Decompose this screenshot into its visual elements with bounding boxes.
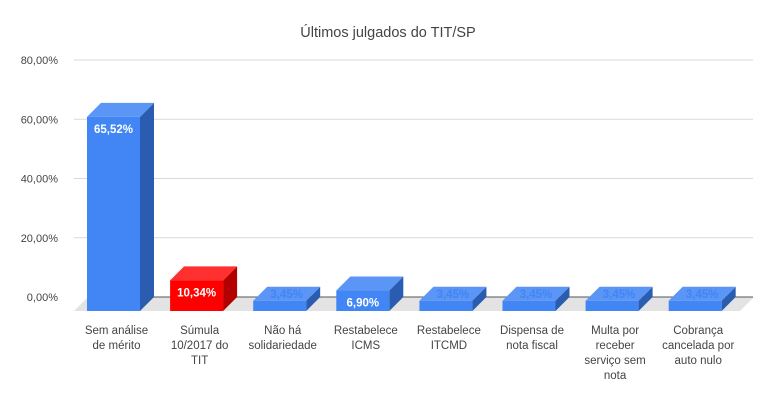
category-label: Dispensa de nota fiscal (500, 325, 564, 352)
x-axis: Sem análise de mérito Súmula 10/2017 do TIT N… (85, 325, 735, 382)
data-label: 10,34% (177, 287, 216, 299)
bar-top (419, 286, 487, 301)
bar-side (555, 286, 570, 311)
bar-front (170, 280, 224, 311)
bar-top (87, 102, 154, 117)
category-label-line: ITCMD (431, 340, 467, 352)
data-label: 3,45% (603, 289, 636, 301)
chart-title: Últimos julgados do TIT/SP (300, 24, 475, 41)
category-label-line: Cobrança (673, 325, 723, 337)
bar-front (585, 300, 639, 311)
bar-side (140, 102, 154, 311)
category-label-line: serviço sem (584, 355, 645, 367)
data-label: 3,45% (270, 289, 303, 301)
category-label-line: 10/2017 do (171, 340, 229, 352)
bar-front (668, 300, 722, 311)
bar-front (87, 116, 140, 311)
category-label-line: Restabelece (417, 325, 481, 337)
category-label: Não há solidariedade (248, 325, 316, 352)
category-label-line: Dispensa de (500, 325, 564, 337)
category-label: Cobrança cancelada por auto nulo (662, 325, 734, 367)
category-label-line: Restabelece (334, 325, 398, 337)
y-tick-label: 40,00% (21, 174, 59, 186)
y-tick-label: 20,00% (21, 233, 59, 245)
bar-top (336, 276, 404, 291)
bar-side (223, 266, 238, 311)
category-label: Restabelece ITCMD (417, 325, 481, 352)
bar-top (253, 286, 321, 301)
bar (419, 286, 487, 311)
category-label: Sem análise de mérito (85, 325, 148, 352)
data-label: 65,52% (94, 124, 133, 136)
bar-side (389, 276, 404, 311)
bar-side (721, 286, 736, 311)
category-label: Multa por receber serviço sem nota (584, 325, 645, 382)
grid-layer: 0,00% 20,00% 40,00% 60,00% 80,00% (21, 55, 753, 304)
bar (170, 266, 238, 311)
bars-layer (87, 102, 736, 311)
bar (668, 286, 736, 311)
category-label: Restabelece ICMS (334, 325, 398, 352)
y-tick-label: 80,00% (21, 55, 59, 67)
category-label-line: Súmula (180, 325, 220, 337)
category-label-line: Sem análise (85, 325, 148, 337)
category-label-line: cancelada por (662, 340, 734, 352)
category-label-line: receber (596, 340, 635, 352)
bar-top (668, 286, 736, 301)
y-tick-label: 60,00% (21, 114, 59, 126)
bar-side (306, 286, 321, 311)
data-label: 3,45% (520, 289, 553, 301)
bar-side (472, 286, 487, 311)
labels-layer: 65,52% 10,34% 3,45% 6,90% 3,45% 3,45% 3,45% 3,4… (94, 124, 719, 310)
category-label-line: auto nulo (675, 355, 722, 367)
bar-top (170, 266, 238, 281)
category-label-line: ICMS (351, 340, 380, 352)
category-label-line: de mérito (93, 340, 141, 352)
bar-front (336, 290, 390, 311)
data-label: 3,45% (437, 289, 470, 301)
bar-top (502, 286, 570, 301)
floor-plane (74, 297, 754, 311)
bar-front (419, 300, 473, 311)
category-label: Súmula 10/2017 do TIT (171, 325, 229, 367)
bar (336, 276, 404, 311)
bar (87, 102, 154, 311)
bar-top (585, 286, 653, 301)
data-label: 6,90% (346, 298, 379, 310)
bar-front (502, 300, 556, 311)
bar (502, 286, 570, 311)
data-label: 3,45% (686, 289, 719, 301)
bar-side (638, 286, 653, 311)
bar (253, 286, 321, 311)
category-label-line: solidariedade (248, 340, 316, 352)
bar-front (253, 300, 307, 311)
y-tick-label: 0,00% (27, 292, 58, 304)
category-label-line: Não há (264, 325, 302, 337)
bar (585, 286, 653, 311)
category-label-line: nota (604, 370, 627, 382)
category-label-line: Multa por (591, 325, 639, 337)
category-label-line: nota fiscal (506, 340, 558, 352)
category-label-line: TIT (191, 355, 208, 367)
